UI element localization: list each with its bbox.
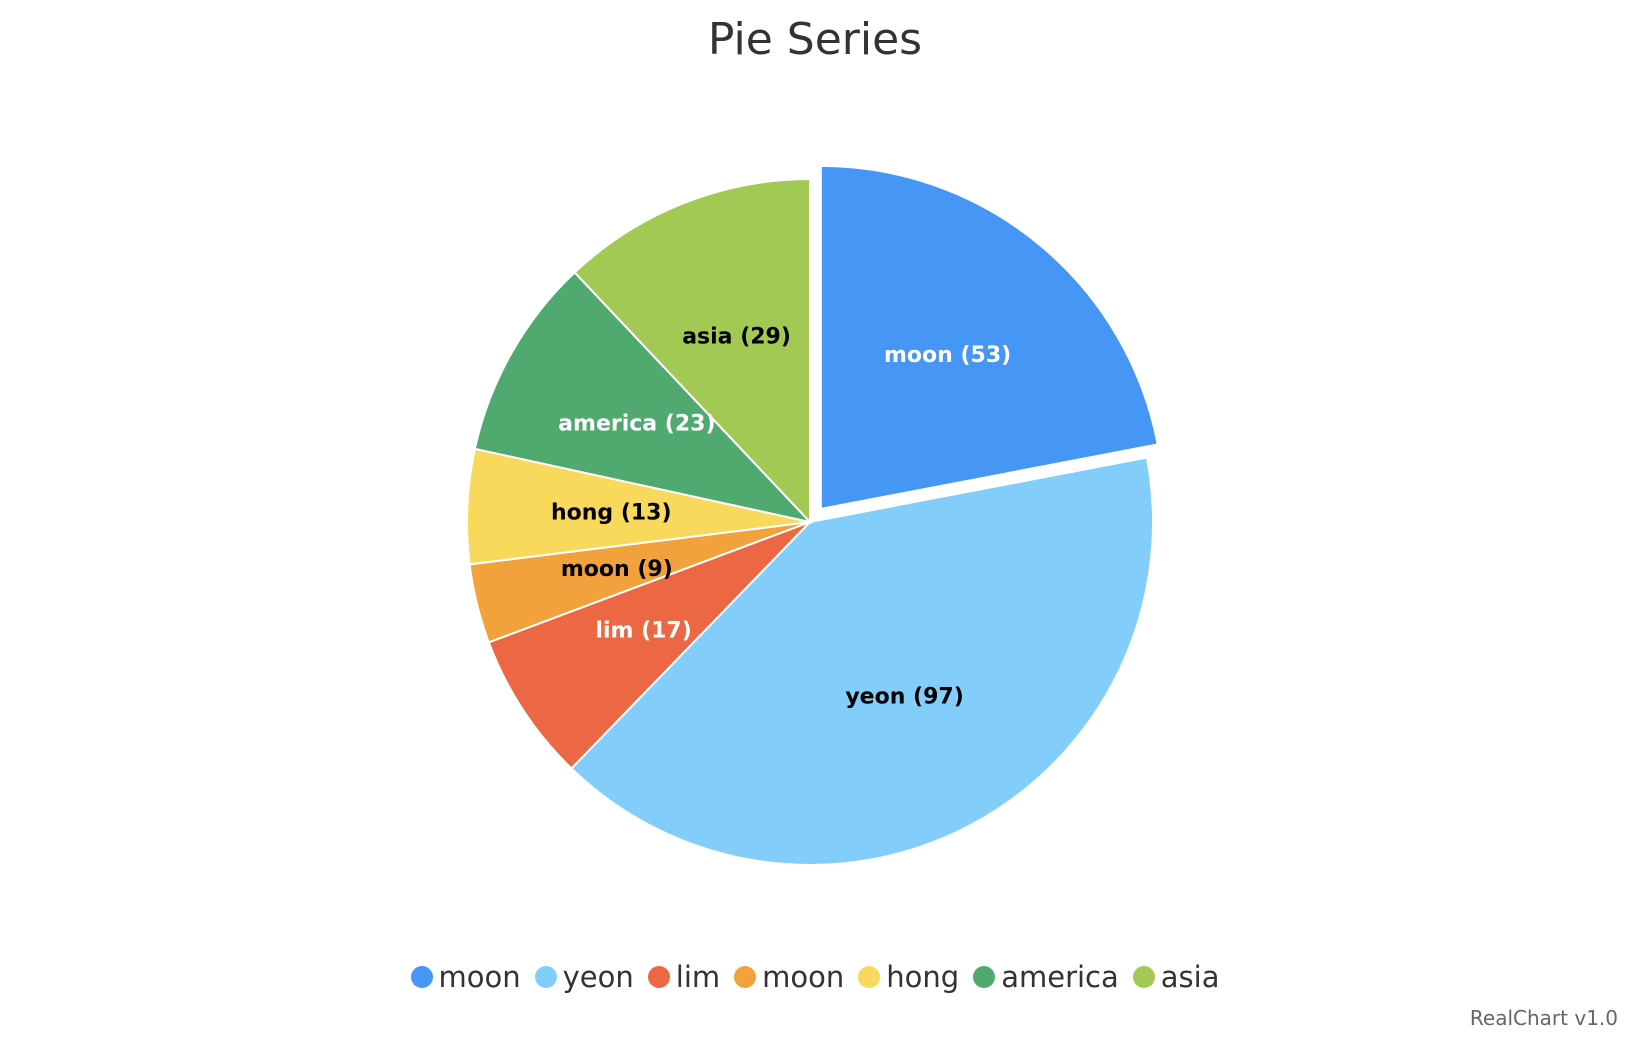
- slice-label-asia-6: asia (29): [682, 325, 791, 350]
- legend-item-moon-0[interactable]: moon: [410, 960, 521, 994]
- legend-label: moon: [762, 960, 845, 994]
- legend-marker: [647, 966, 670, 988]
- slice-label-moon-3: moon (9): [561, 557, 673, 582]
- pie-slice-labels: moon (53) yeon (97) lim (17) moon (9) hong (…: [551, 325, 1011, 710]
- slice-label-hong-4: hong (13): [551, 500, 672, 525]
- legend-item-hong-4[interactable]: hong: [858, 960, 959, 994]
- slice-label-yeon-1: yeon (97): [845, 685, 963, 710]
- legend-label: lim: [675, 960, 721, 994]
- pie-slice-yeon-1[interactable]: [570, 456, 1154, 866]
- slice-label-america-5: america (23): [558, 412, 715, 437]
- legend-marker: [858, 966, 881, 988]
- legend-item-moon-3[interactable]: moon: [734, 960, 844, 994]
- legend-item-america-5[interactable]: america: [973, 960, 1119, 994]
- legend-marker: [973, 966, 996, 988]
- legend-marker: [1132, 966, 1155, 988]
- pie-slice-asia-6[interactable]: [573, 177, 811, 525]
- legend-marker: [734, 966, 757, 988]
- pie-slice-america-5[interactable]: [473, 271, 813, 524]
- legend: moon yeon lim moon hong america asia: [0, 960, 1630, 994]
- legend-label: america: [1001, 960, 1119, 994]
- legend-label: hong: [886, 960, 960, 994]
- legend-item-asia-6[interactable]: asia: [1132, 960, 1220, 994]
- legend-item-lim-2[interactable]: lim: [647, 960, 721, 994]
- pie-slices: [466, 164, 1159, 866]
- legend-marker: [410, 966, 433, 988]
- pie-slice-moon-0[interactable]: [819, 164, 1159, 511]
- legend-label: yeon: [562, 960, 634, 994]
- chart-title: Pie Series: [707, 14, 923, 65]
- legend-label: moon: [438, 960, 521, 994]
- legend-item-yeon-1[interactable]: yeon: [534, 960, 634, 994]
- slice-label-moon-0: moon (53): [884, 343, 1011, 368]
- pie-slice-lim-2[interactable]: [487, 521, 811, 770]
- legend-label: asia: [1160, 960, 1220, 994]
- legend-marker: [534, 966, 557, 988]
- credits: RealChart v1.0: [1469, 1006, 1618, 1030]
- slice-label-lim-2: lim (17): [595, 619, 691, 644]
